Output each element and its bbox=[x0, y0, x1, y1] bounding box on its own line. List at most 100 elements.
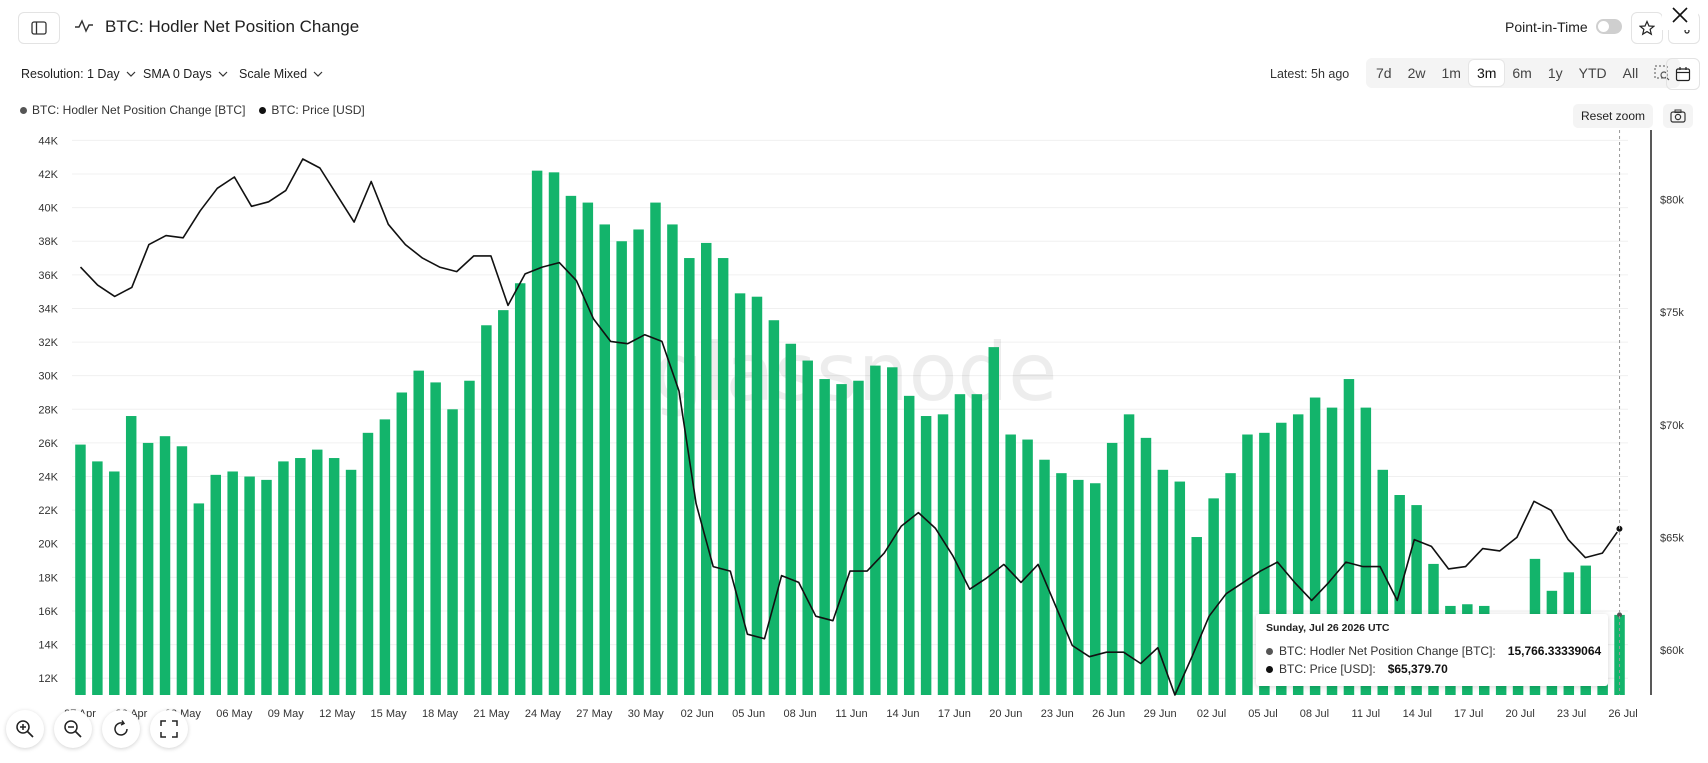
bar bbox=[836, 384, 847, 695]
scale-dropdown[interactable]: Scale Mixed bbox=[239, 67, 323, 81]
tooltip-row-hodler: BTC: Hodler Net Position Change [BTC]: 1… bbox=[1266, 644, 1601, 658]
x-tick-label: 20 Jul bbox=[1505, 708, 1534, 720]
legend-dot bbox=[259, 106, 267, 114]
bar bbox=[1360, 407, 1372, 695]
fullscreen-button[interactable] bbox=[150, 710, 188, 748]
bar bbox=[785, 343, 797, 695]
bar bbox=[616, 241, 627, 695]
bar bbox=[396, 392, 408, 695]
zoom-toolbar bbox=[6, 710, 188, 748]
legend-item-hodler[interactable]: BTC: Hodler Net Position Change [BTC] bbox=[20, 103, 245, 117]
chevron-down-icon bbox=[313, 71, 323, 77]
bar bbox=[1394, 495, 1405, 695]
tooltip: Sunday, Jul 26 2026 UTC BTC: Hodler Net … bbox=[1256, 614, 1608, 686]
y-tick-label: 36K bbox=[38, 270, 58, 282]
price-line bbox=[79, 158, 1621, 696]
range-7d-button[interactable]: 7d bbox=[1376, 65, 1392, 81]
bar bbox=[548, 172, 560, 695]
bar bbox=[734, 293, 746, 695]
x-tick-label: 23 Jun bbox=[1041, 708, 1074, 720]
tooltip-dot bbox=[1266, 647, 1273, 655]
bar bbox=[311, 449, 323, 695]
bar bbox=[717, 258, 729, 695]
bar bbox=[430, 382, 441, 695]
favorite-button[interactable] bbox=[1631, 12, 1663, 44]
tooltip-dot bbox=[1266, 665, 1273, 673]
chevron-down-icon bbox=[126, 71, 136, 77]
x-tick-label: 17 Jun bbox=[938, 708, 971, 720]
sidebar-toggle-button[interactable] bbox=[18, 12, 60, 44]
bar bbox=[1174, 481, 1186, 695]
bar bbox=[1411, 505, 1422, 695]
zoom-in-button[interactable] bbox=[6, 710, 44, 748]
bar bbox=[1056, 473, 1067, 695]
tooltip-date: Sunday, Jul 26 2026 UTC bbox=[1266, 622, 1390, 634]
bar bbox=[1259, 432, 1270, 695]
bar bbox=[514, 283, 526, 695]
range-3m-button[interactable]: 3m bbox=[1468, 60, 1505, 86]
y-tick-label: 42K bbox=[38, 169, 58, 181]
reset-zoom-button[interactable]: Reset zoom bbox=[1573, 104, 1654, 128]
bar bbox=[75, 444, 86, 695]
calendar-button[interactable] bbox=[1666, 58, 1700, 90]
legend-item-price[interactable]: BTC: Price [USD] bbox=[259, 103, 365, 117]
close-button[interactable] bbox=[1662, 0, 1698, 30]
range-6m-button[interactable]: 6m bbox=[1512, 65, 1532, 81]
calendar-icon bbox=[1675, 67, 1691, 82]
bar bbox=[582, 202, 594, 695]
range-all-button[interactable]: All bbox=[1622, 65, 1639, 81]
bar bbox=[481, 325, 492, 695]
range-ytd-button[interactable]: YTD bbox=[1578, 65, 1607, 81]
bar bbox=[1343, 379, 1355, 695]
bar bbox=[920, 416, 932, 695]
y-tick-label: 26K bbox=[38, 438, 58, 450]
bar bbox=[1225, 473, 1236, 695]
tooltip-label: BTC: Price [USD]: bbox=[1279, 662, 1376, 676]
sidebar-toggle-icon bbox=[31, 21, 47, 35]
bar bbox=[1326, 407, 1338, 695]
range-2w-button[interactable]: 2w bbox=[1407, 65, 1426, 81]
header-bar: BTC: Hodler Net Position Change Point-in… bbox=[0, 0, 1708, 56]
x-tick-label: 14 Jul bbox=[1403, 708, 1432, 720]
y-right-tick-label: $70k bbox=[1660, 420, 1684, 432]
screenshot-button[interactable] bbox=[1663, 104, 1693, 128]
bar bbox=[1309, 397, 1321, 695]
bar bbox=[1106, 442, 1118, 695]
bar bbox=[193, 503, 205, 695]
point-in-time-toggle[interactable] bbox=[1596, 19, 1622, 34]
resolution-label: Resolution: 1 Day bbox=[21, 67, 120, 81]
x-tick-label: 14 Jun bbox=[886, 708, 919, 720]
chart-area[interactable]: glassnode 12K14K16K18K20K22K24K26K28K30K… bbox=[0, 130, 1708, 730]
bar bbox=[988, 347, 1000, 695]
bar bbox=[1157, 469, 1169, 695]
legend-dot bbox=[20, 106, 27, 114]
bar bbox=[413, 370, 424, 695]
y-tick-label: 24K bbox=[38, 472, 58, 484]
y-tick-label: 30K bbox=[38, 371, 58, 383]
range-1m-button[interactable]: 1m bbox=[1441, 65, 1461, 81]
x-tick-label: 21 May bbox=[473, 708, 510, 720]
zoom-out-button[interactable] bbox=[54, 710, 92, 748]
y-tick-label: 20K bbox=[38, 539, 58, 551]
bar bbox=[1208, 498, 1219, 695]
close-icon bbox=[1672, 7, 1688, 23]
legend-label: BTC: Hodler Net Position Change [BTC] bbox=[32, 103, 246, 117]
bar bbox=[599, 224, 611, 695]
bar bbox=[650, 202, 661, 695]
chart-legend: BTC: Hodler Net Position Change [BTC] BT… bbox=[20, 103, 365, 117]
bar bbox=[971, 394, 983, 695]
reset-view-button[interactable] bbox=[102, 710, 140, 748]
chart-controls: Resolution: 1 Day SMA 0 Days Scale Mixed bbox=[0, 60, 1708, 94]
fullscreen-icon bbox=[160, 720, 178, 738]
bar bbox=[464, 380, 475, 695]
bar bbox=[109, 471, 120, 695]
bar-marker bbox=[1617, 612, 1623, 618]
scale-label: Scale Mixed bbox=[239, 67, 308, 81]
x-tick-label: 27 May bbox=[576, 708, 613, 720]
resolution-dropdown[interactable]: Resolution: 1 Day bbox=[21, 67, 136, 81]
bar bbox=[176, 446, 188, 695]
sma-dropdown[interactable]: SMA 0 Days bbox=[143, 67, 228, 81]
bar bbox=[295, 458, 306, 695]
range-1y-button[interactable]: 1y bbox=[1547, 65, 1563, 81]
tooltip-value: $65,379.70 bbox=[1387, 662, 1448, 676]
